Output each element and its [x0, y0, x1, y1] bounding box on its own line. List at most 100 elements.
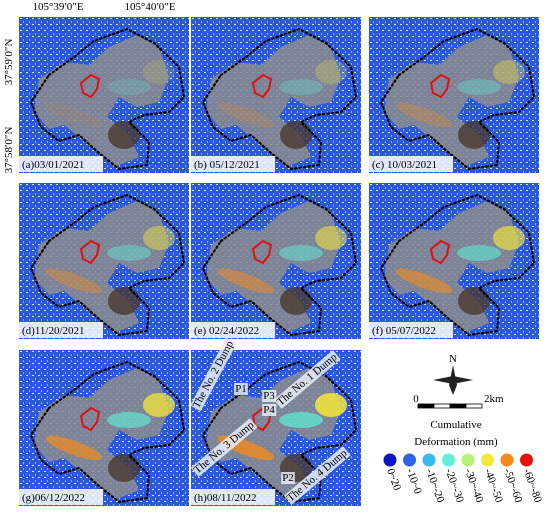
- panel-label: (f) 05/07/2022: [372, 325, 436, 337]
- mine-area: [384, 35, 519, 167]
- red-boundary: [79, 73, 101, 99]
- annotation: P2: [282, 472, 294, 484]
- legend-swatch: [383, 453, 397, 467]
- panel-label: (c) 10/03/2021: [372, 159, 437, 171]
- annotation-bg: [283, 446, 351, 505]
- panel-label-bg: [191, 156, 275, 172]
- mine-area: [34, 368, 169, 500]
- scale-segment: [433, 403, 451, 409]
- panel-label-bg: [19, 156, 103, 172]
- dark-pit: [108, 287, 140, 315]
- dark-pit: [108, 454, 140, 482]
- panel-label: (h)08/11/2022: [194, 492, 257, 504]
- legend-swatch: [422, 453, 436, 467]
- scale-segment: [465, 403, 483, 409]
- map-panel: (a)03/01/2021: [19, 17, 189, 173]
- legend-swatch: [461, 453, 475, 467]
- deformation-patch: [457, 79, 501, 95]
- dark-pit: [458, 121, 490, 149]
- map-panel: (e) 02/24/2022: [191, 183, 361, 339]
- annotation: P3: [263, 390, 275, 402]
- scale-end: 2km: [484, 393, 504, 405]
- deformation-patch: [315, 226, 347, 250]
- panel-label: (a)03/01/2021: [22, 159, 84, 171]
- scale-start: 0: [413, 393, 419, 405]
- dump-boundary: [379, 193, 536, 337]
- annotation-bg: [190, 337, 237, 412]
- dump-boundary: [379, 27, 536, 171]
- dark-pit: [458, 287, 490, 315]
- dump-boundary: [201, 193, 358, 337]
- mine-area: [384, 201, 519, 333]
- annotation-bg: [190, 418, 258, 477]
- deformation-patch: [395, 268, 453, 294]
- red-boundary: [251, 239, 273, 265]
- panel-label-bg: [19, 322, 103, 338]
- dark-pit: [108, 121, 140, 149]
- map-panel: (g)06/12/2022: [19, 350, 189, 506]
- annotation-bg: [234, 383, 248, 395]
- deformation-patch: [143, 393, 175, 417]
- legend-swatch: [520, 453, 533, 467]
- mine-area: [206, 201, 341, 333]
- deformation-patch: [143, 226, 175, 250]
- panel-label: (d)11/20/2021: [22, 325, 85, 337]
- x-coord-label: 105°39′0″E: [32, 1, 83, 13]
- red-boundary: [79, 239, 101, 265]
- legend-swatch: [500, 453, 514, 467]
- north-arrow: [433, 365, 473, 395]
- y-coord-label: 37°58′0″N: [3, 127, 15, 174]
- mine-area: [34, 201, 169, 333]
- dump-boundary: [29, 27, 186, 171]
- panel-label: (b) 05/12/2021: [194, 159, 260, 171]
- panel-label: (e) 02/24/2022: [194, 325, 259, 337]
- legend-title: Cumulative: [430, 419, 481, 431]
- red-boundary: [429, 73, 451, 99]
- annotation-bg: [273, 350, 341, 409]
- x-coord-label: 105°40′0″E: [124, 1, 175, 13]
- panel-label-bg: [191, 322, 275, 338]
- panel-label-bg: [19, 489, 103, 505]
- legend-title: Deformation (mm): [414, 436, 498, 448]
- legend-swatch: [442, 453, 455, 467]
- map-panel: (b) 05/12/2021: [191, 17, 361, 173]
- dump-boundary: [29, 193, 186, 337]
- deformation-patch: [217, 268, 275, 294]
- panel-label: (g)06/12/2022: [22, 492, 85, 504]
- dump-boundary: [201, 360, 358, 504]
- deformation-patch: [143, 60, 175, 84]
- map-panel: (c) 10/03/2021: [369, 17, 539, 173]
- deformation-patch: [217, 102, 275, 128]
- deformation-patch: [315, 60, 347, 84]
- mine-area: [34, 35, 169, 167]
- deformation-patch: [457, 245, 501, 261]
- dark-pit: [280, 287, 312, 315]
- legend-swatch: [481, 453, 494, 467]
- legend-swatch: [403, 453, 416, 467]
- scale-segment: [417, 403, 435, 409]
- panel-label-bg: [369, 322, 453, 338]
- deformation-patch: [493, 226, 525, 250]
- map-panel: (d)11/20/2021: [19, 183, 189, 339]
- dark-pit: [280, 121, 312, 149]
- deformation-patch: [107, 79, 151, 95]
- deformation-patch: [395, 102, 453, 128]
- scale-segment: [449, 403, 467, 409]
- annotation: P1: [235, 383, 247, 395]
- dump-boundary: [29, 360, 186, 504]
- red-boundary: [429, 239, 451, 265]
- deformation-patch: [107, 245, 151, 261]
- deformation-patch: [279, 245, 323, 261]
- deformation-patch: [315, 393, 347, 417]
- annotation-bg: [262, 390, 277, 402]
- red-boundary: [251, 73, 273, 99]
- north-label: N: [449, 353, 457, 365]
- annotation-bg: [281, 472, 295, 484]
- deformation-patch: [107, 412, 151, 428]
- red-boundary: [79, 406, 101, 432]
- panel-label-bg: [191, 489, 275, 505]
- deformation-patch: [279, 79, 323, 95]
- mine-area: [206, 35, 341, 167]
- deformation-patch: [45, 102, 103, 128]
